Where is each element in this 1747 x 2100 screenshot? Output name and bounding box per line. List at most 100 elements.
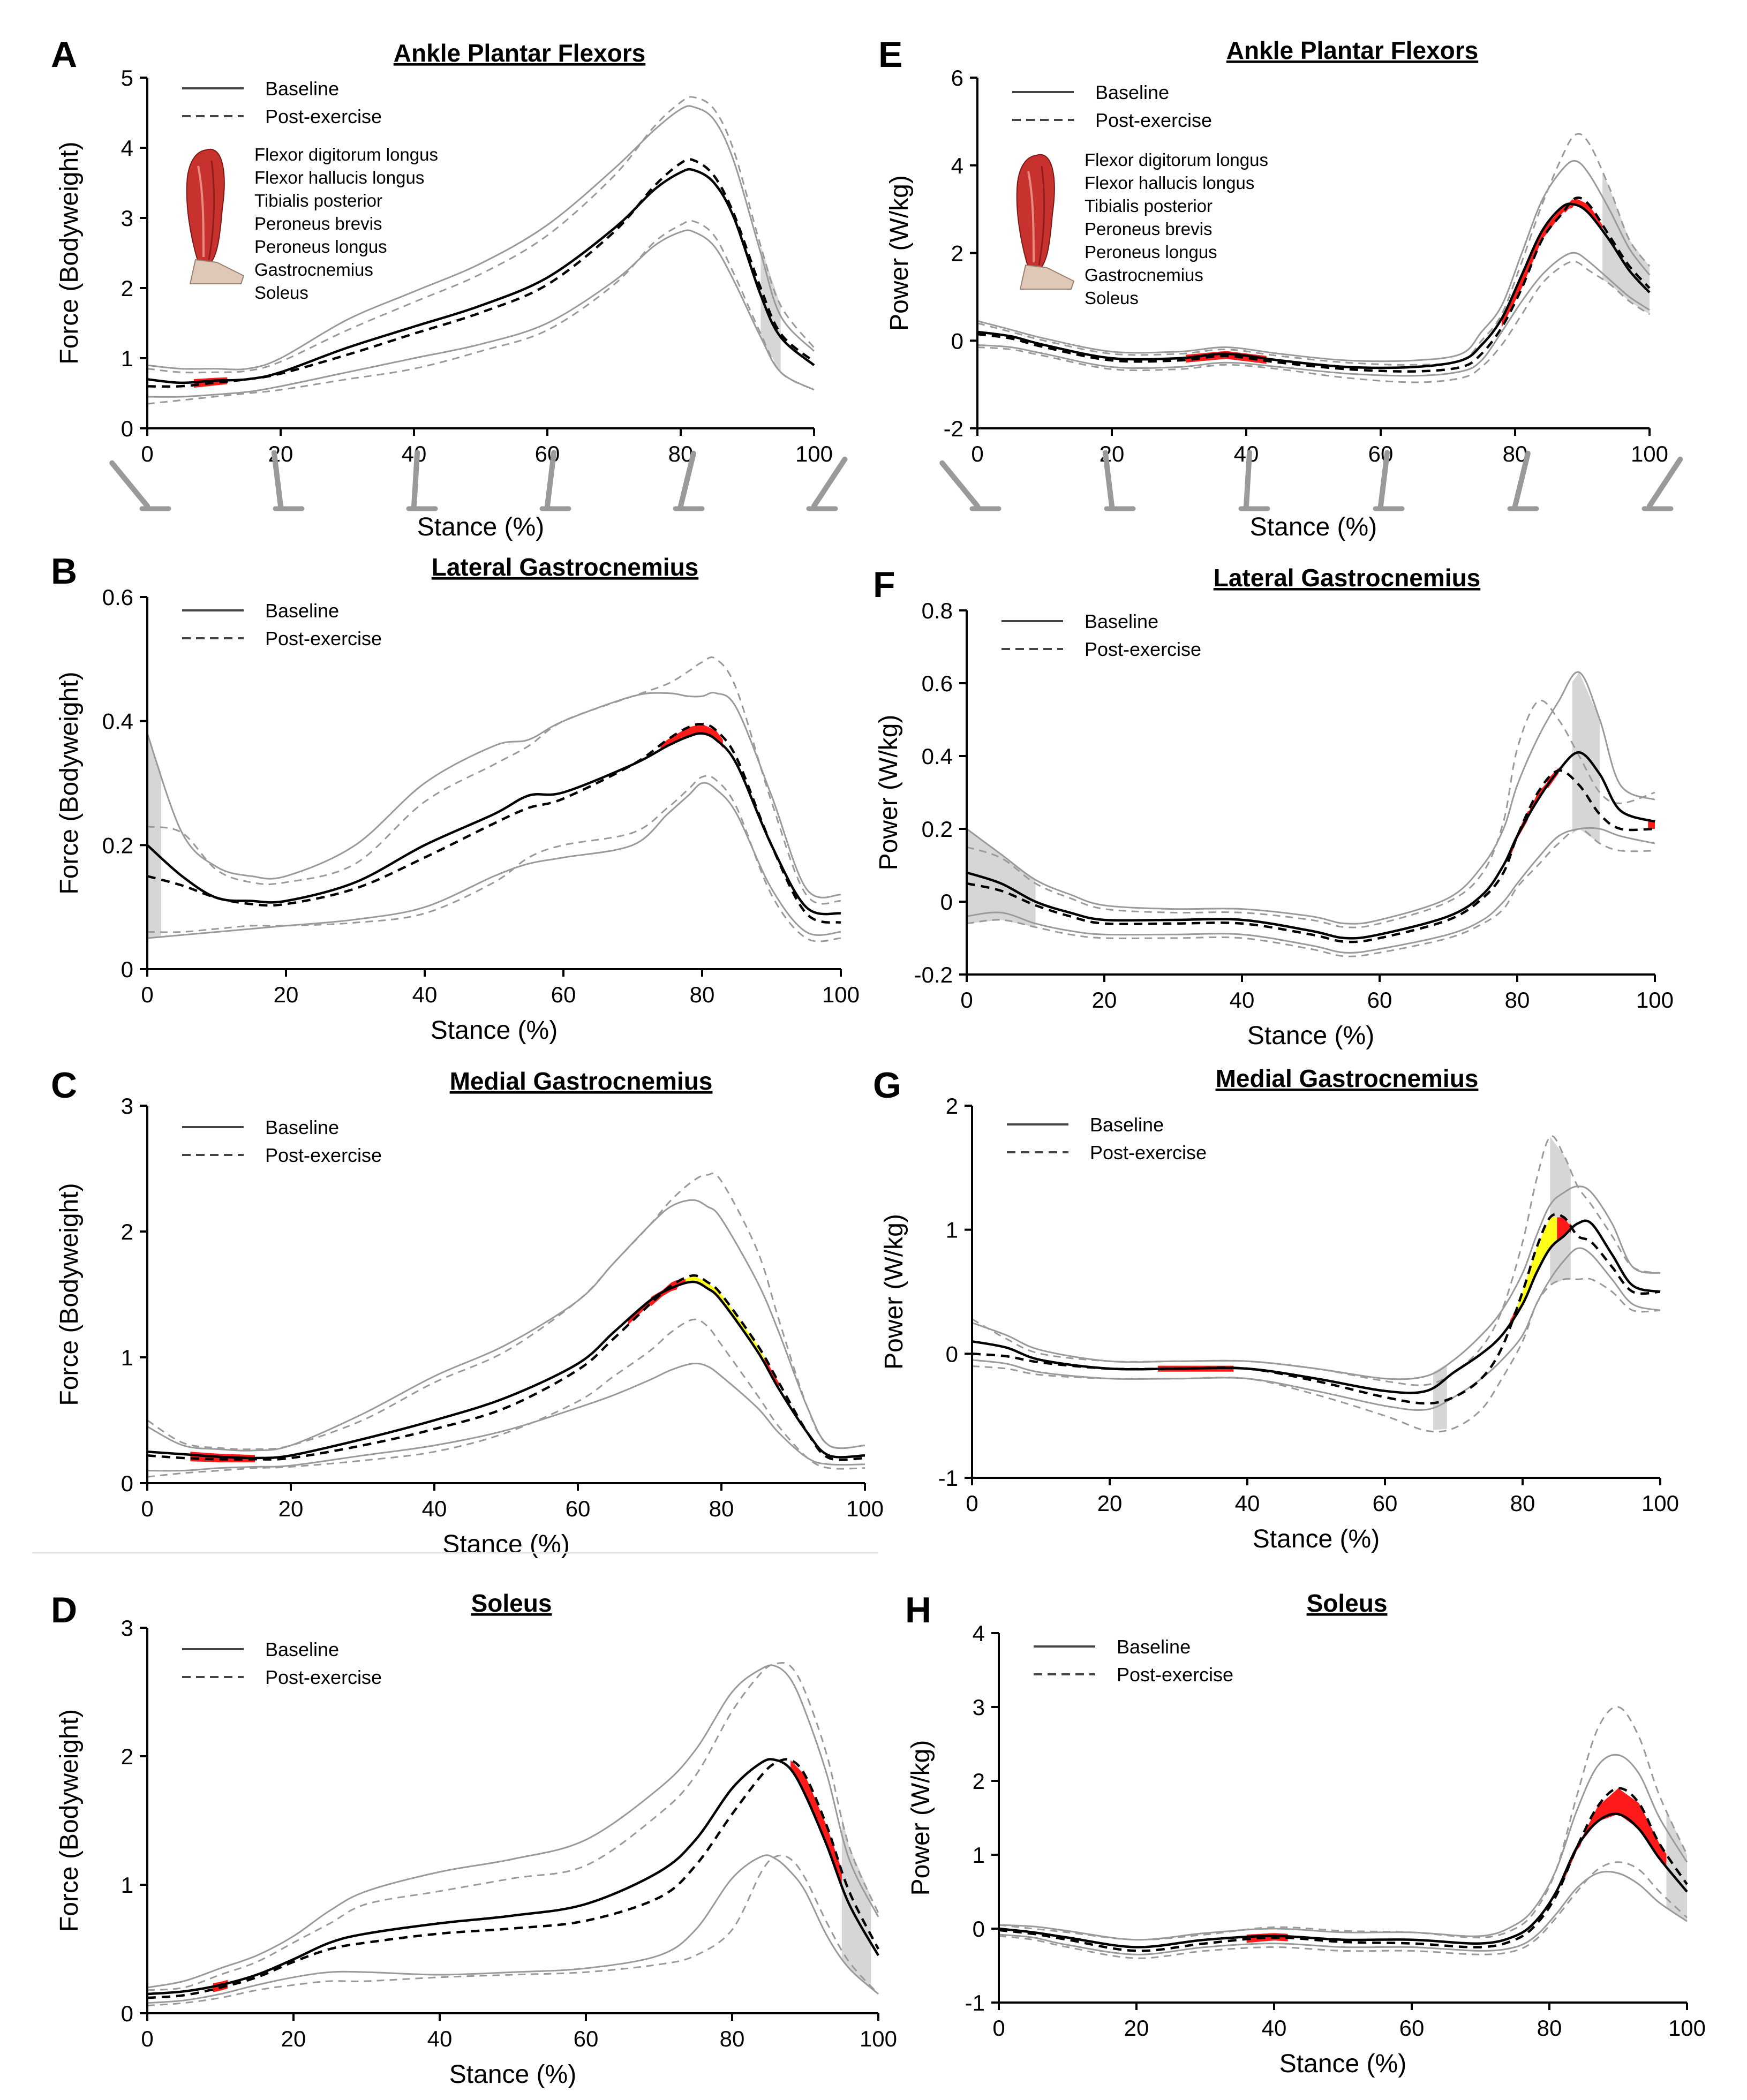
post-exercise-sd-upper <box>147 96 815 374</box>
x-axis-label: Stance (%) <box>1250 513 1377 541</box>
post-exercise-sd-lower <box>147 1318 865 1478</box>
x-tick-label: 0 <box>141 2026 153 2051</box>
x-tick-label: 100 <box>1668 2015 1706 2041</box>
y-tick-label: 3 <box>121 1615 133 1641</box>
baseline-mean-line <box>966 751 1655 940</box>
post-exercise-sd-upper <box>972 1135 1661 1386</box>
muscle-list-item: Flexor digitorum longus <box>254 145 438 164</box>
x-tick-label: 100 <box>1636 987 1674 1013</box>
muscle-list-item: Peroneus brevis <box>1085 219 1212 239</box>
legend-baseline-label: Baseline <box>1117 1636 1191 1658</box>
leg-silhouette-icon <box>1378 450 1390 509</box>
legend-post-exercise-label: Post-exercise <box>1117 1664 1233 1686</box>
muscle-list-item: Soleus <box>254 283 308 303</box>
baseline-mean-line <box>147 1758 879 1996</box>
y-tick-label: 1 <box>121 1872 133 1898</box>
y-tick-label: -1 <box>938 1466 958 1491</box>
post-exercise-sd-upper <box>998 1706 1688 1941</box>
leg-silhouette-icon <box>109 460 150 509</box>
y-tick-label: 0 <box>121 1471 133 1496</box>
x-tick-label: 0 <box>141 441 153 466</box>
y-tick-label: 0 <box>951 328 963 353</box>
panel-letter: G <box>873 1065 901 1106</box>
y-axis-label: Force (Bodyweight) <box>55 1709 84 1932</box>
y-tick-label: 0.4 <box>102 709 133 734</box>
post-exercise-mean-line <box>147 158 815 388</box>
shaded-region <box>841 1816 871 1988</box>
y-tick-label: 0 <box>121 957 133 982</box>
baseline-sd-lower <box>147 1854 879 2004</box>
y-tick-label: 0.6 <box>922 671 953 696</box>
x-tick-label: 60 <box>566 1496 591 1521</box>
post-exercise-sd-upper <box>147 1172 865 1451</box>
muscle-list-item: Soleus <box>1085 288 1139 308</box>
x-tick-label: 0 <box>141 982 153 1007</box>
x-tick-label: 40 <box>412 982 438 1007</box>
x-tick-label: 80 <box>1510 1491 1535 1516</box>
baseline-mean-line <box>972 1219 1661 1394</box>
x-tick-label: 60 <box>574 2026 599 2051</box>
significance-region-red <box>1557 1217 1571 1242</box>
y-tick-label: 4 <box>121 135 133 161</box>
post-exercise-sd-upper <box>977 133 1651 366</box>
x-tick-label: 80 <box>690 982 715 1007</box>
baseline-sd-upper <box>972 1185 1661 1380</box>
leg-silhouette-icon <box>939 460 980 509</box>
post-exercise-sd-lower <box>147 775 841 942</box>
significance-region-red <box>1246 1933 1288 1943</box>
y-axis-label: Power (W/kg) <box>885 175 914 331</box>
panel-letter: E <box>878 34 902 75</box>
x-tick-label: 20 <box>281 2026 306 2051</box>
panel-letter: H <box>905 1590 931 1630</box>
muscle-list-item: Tibialis posterior <box>254 191 382 210</box>
leg-muscle-icon <box>186 148 245 284</box>
y-axis-label: Power (W/kg) <box>880 1214 908 1370</box>
muscle-list-item: Flexor hallucis longus <box>254 168 424 187</box>
y-tick-label: 3 <box>121 1093 133 1119</box>
panel-letter: F <box>873 564 895 605</box>
shaded-region <box>147 733 161 939</box>
legend-post-exercise-label: Post-exercise <box>265 628 382 649</box>
chart-title: Lateral Gastrocnemius <box>432 553 699 581</box>
shaded-region <box>1666 1810 1687 1922</box>
significance-region-red <box>1501 198 1603 328</box>
x-tick-label: 100 <box>846 1496 884 1521</box>
post-exercise-sd-lower <box>977 261 1650 383</box>
post-exercise-sd-lower <box>147 1854 879 2007</box>
y-tick-label: 6 <box>951 65 963 90</box>
baseline-sd-upper <box>146 692 841 898</box>
baseline-mean-line <box>998 1812 1688 1948</box>
y-tick-label: 2 <box>946 1093 958 1119</box>
baseline-sd-upper <box>966 671 1655 925</box>
chart-title: Soleus <box>1307 1589 1388 1617</box>
x-tick-label: 20 <box>278 1496 304 1521</box>
leg-silhouette-icon <box>271 450 283 509</box>
post-exercise-sd-upper <box>966 699 1655 928</box>
x-tick-label: 20 <box>1124 2015 1149 2041</box>
post-exercise-sd-upper <box>147 656 841 905</box>
y-tick-label: -1 <box>965 1990 985 2015</box>
x-axis-label: Stance (%) <box>1253 1525 1380 1553</box>
baseline-sd-lower <box>998 1871 1688 1955</box>
leg-silhouette-icon <box>411 450 420 509</box>
legend-baseline-label: Baseline <box>1090 1114 1164 1136</box>
legend-post-exercise-label: Post-exercise <box>1090 1142 1207 1164</box>
legend-post-exercise-label: Post-exercise <box>265 105 382 127</box>
muscle-list-item: Gastrocnemius <box>254 260 373 280</box>
significance-region-yellow <box>686 1275 765 1364</box>
baseline-sd-upper <box>998 1754 1688 1941</box>
y-axis-label: Power (W/kg) <box>875 715 903 871</box>
chart-title: Medial Gastrocnemius <box>450 1067 713 1095</box>
legend-baseline-label: Baseline <box>1085 610 1158 632</box>
x-tick-label: 0 <box>992 2015 1005 2041</box>
baseline-sd-upper <box>147 105 815 371</box>
chart-title: Soleus <box>471 1589 552 1617</box>
y-axis-label: Power (W/kg) <box>907 1740 935 1896</box>
x-tick-label: 100 <box>1631 441 1668 466</box>
y-tick-label: 2 <box>973 1769 985 1794</box>
shaded-region <box>1550 1136 1571 1286</box>
x-tick-label: 40 <box>422 1496 447 1521</box>
panel-c: C Medial Gastrocnemius 0 1 2 3 0 20 40 60 80 100 Sta… <box>51 1065 884 1559</box>
